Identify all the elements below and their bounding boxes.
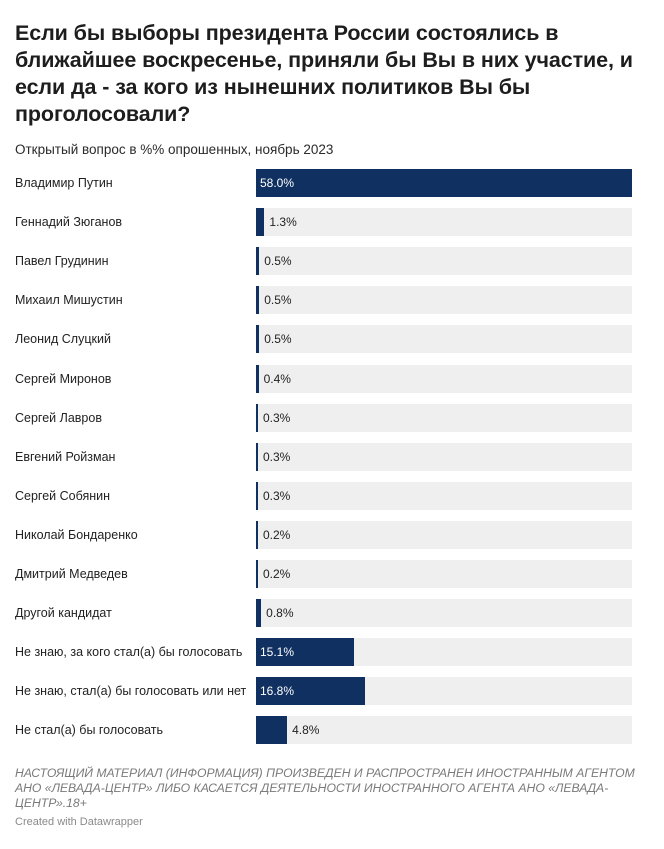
- category-label: Николай Бондаренко: [15, 528, 138, 542]
- value-label: 4.8%: [292, 723, 320, 737]
- bar-track: [256, 247, 632, 275]
- value-label: 0.5%: [264, 254, 292, 268]
- bar: [256, 482, 258, 510]
- bar-row: Не стал(а) бы голосовать 4.8%: [0, 716, 664, 744]
- bar-row: Павел Грудинин 0.5%: [0, 247, 664, 275]
- value-label: 1.3%: [269, 215, 297, 229]
- foreign-agent-notice: НАСТОЯЩИЙ МАТЕРИАЛ (ИНФОРМАЦИЯ) ПРОИЗВЕД…: [15, 766, 635, 810]
- bar-row: Дмитрий Медведев 0.2%: [0, 560, 664, 588]
- bar-track: [256, 521, 632, 549]
- value-label: 58.0%: [260, 176, 295, 190]
- bar-track: [256, 365, 632, 393]
- bar: [256, 560, 258, 588]
- category-label: Другой кандидат: [15, 606, 112, 620]
- bar-track: [256, 404, 632, 432]
- bar-track: [256, 443, 632, 471]
- bar-track: [256, 716, 632, 744]
- bar-track: [256, 482, 632, 510]
- bar: [256, 286, 260, 314]
- value-label: 0.5%: [264, 332, 292, 346]
- category-label: Михаил Мишустин: [15, 293, 123, 307]
- value-label: 15.1%: [260, 645, 295, 659]
- bar-track: [256, 599, 632, 627]
- bar-row: Сергей Лавров 0.3%: [0, 404, 664, 432]
- value-label: 0.5%: [264, 293, 292, 307]
- category-label: Не знаю, стал(а) бы голосовать или нет: [15, 684, 247, 698]
- category-label: Павел Грудинин: [15, 254, 109, 268]
- bar-row: Сергей Миронов 0.4%: [0, 365, 664, 393]
- bar-row: Другой кандидат 0.8%: [0, 599, 664, 627]
- bar-row: Михаил Мишустин 0.5%: [0, 286, 664, 314]
- bar: [256, 169, 632, 197]
- bar: [256, 677, 365, 705]
- bar-track: [256, 208, 632, 236]
- category-label: Не знаю, за кого стал(а) бы голосовать: [15, 645, 243, 659]
- value-label: 0.3%: [263, 489, 291, 503]
- category-label: Не стал(а) бы голосовать: [15, 723, 164, 737]
- chart-title: Если бы выборы президента России состоял…: [15, 21, 633, 126]
- bar-chart: Владимир Путин 58.0% Геннадий Зюганов 1.3% П…: [0, 169, 664, 749]
- bar-row: Леонид Слуцкий 0.5%: [0, 325, 664, 353]
- bar: [256, 247, 260, 275]
- category-label: Леонид Слуцкий: [15, 332, 111, 346]
- bar: [256, 599, 262, 627]
- value-label: 0.2%: [263, 528, 291, 542]
- category-label: Сергей Миронов: [15, 372, 112, 386]
- bar: [256, 325, 260, 353]
- bar-row: Владимир Путин 58.0%: [0, 169, 664, 197]
- chart-subtitle: Открытый вопрос в %% опрошенных, ноябрь …: [15, 142, 334, 157]
- value-label: 0.3%: [263, 411, 291, 425]
- bar: [256, 443, 258, 471]
- bar-track: [256, 560, 632, 588]
- bar-track: [256, 325, 632, 353]
- bar: [256, 365, 259, 393]
- value-label: 0.8%: [266, 606, 294, 620]
- value-label: 0.3%: [263, 450, 291, 464]
- category-label: Сергей Собянин: [15, 489, 111, 503]
- category-label: Дмитрий Медведев: [15, 567, 128, 581]
- category-label: Владимир Путин: [15, 176, 113, 190]
- category-label: Геннадий Зюганов: [15, 215, 123, 229]
- bar-row: Сергей Собянин 0.3%: [0, 482, 664, 510]
- bar-row: Геннадий Зюганов 1.3%: [0, 208, 664, 236]
- bar: [256, 521, 258, 549]
- bar-row: Не знаю, стал(а) бы голосовать или нет 16…: [0, 677, 664, 705]
- bar-row: Евгений Ройзман 0.3%: [0, 443, 664, 471]
- bar-track: [256, 286, 632, 314]
- datawrapper-credit[interactable]: Created with Datawrapper: [15, 816, 143, 828]
- value-label: 0.4%: [263, 372, 291, 386]
- value-label: 0.2%: [263, 567, 291, 581]
- bar-row: Не знаю, за кого стал(а) бы голосовать 15…: [0, 638, 664, 666]
- bar: [256, 404, 258, 432]
- bar: [256, 208, 265, 236]
- category-label: Сергей Лавров: [15, 411, 102, 425]
- bar-row: Николай Бондаренко 0.2%: [0, 521, 664, 549]
- bar: [256, 638, 354, 666]
- bar: [256, 716, 288, 744]
- value-label: 16.8%: [260, 684, 295, 698]
- category-label: Евгений Ройзман: [15, 450, 116, 464]
